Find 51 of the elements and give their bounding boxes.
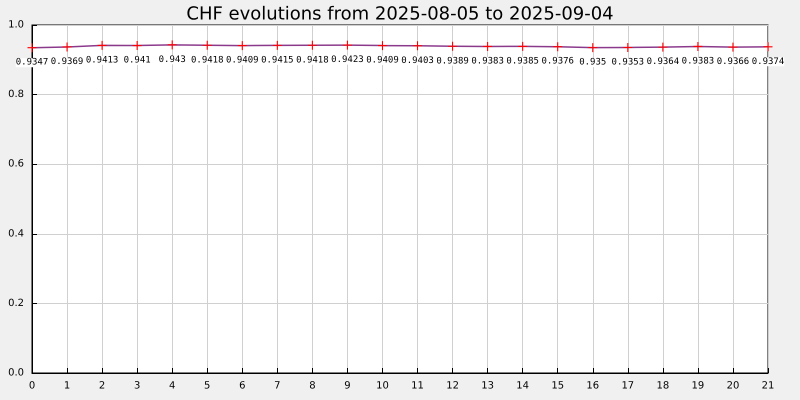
data-label: 0.9418 [190, 55, 224, 66]
data-label: 0.9409 [366, 56, 399, 66]
data-label: 0.9383 [682, 56, 714, 66]
x-tick-label: 3 [134, 380, 140, 392]
x-tick-label: 7 [274, 380, 281, 392]
data-label: 0.9369 [50, 56, 84, 67]
chart-title: CHF evolutions from 2025-08-05 to 2025-09-04 [186, 4, 614, 24]
x-tick-label: 8 [309, 380, 316, 392]
x-tick-label: 1 [64, 380, 70, 392]
x-tick-label: 0 [28, 380, 36, 392]
y-tick-label: 0.0 [8, 368, 24, 378]
x-tick-label: 20 [726, 380, 740, 392]
data-label: 0.935 [579, 58, 606, 68]
x-tick-label: 18 [656, 380, 670, 392]
x-tick-label: 11 [411, 380, 424, 392]
data-label: 0.9364 [646, 57, 680, 68]
x-tick-label: 12 [446, 380, 459, 392]
data-label: 0.941 [124, 56, 151, 66]
data-label: 0.9347 [16, 58, 48, 68]
data-label: 0.9366 [716, 57, 750, 68]
data-label: 0.9409 [226, 56, 259, 66]
x-tick-label: 13 [481, 380, 494, 392]
x-tick-label: 4 [169, 380, 176, 392]
x-tick-label: 10 [376, 380, 389, 392]
x-tick-label: 6 [239, 380, 246, 392]
data-label: 0.9353 [612, 58, 644, 68]
x-tick-label: 14 [516, 380, 530, 392]
data-label: 0.9385 [506, 56, 539, 66]
data-label: 0.9415 [261, 55, 294, 66]
y-tick-label: 1.0 [8, 20, 24, 30]
data-label: 0.9374 [752, 56, 784, 67]
y-tick-label: 0.4 [8, 228, 24, 240]
x-tick-label: 9 [344, 380, 351, 392]
x-tick-label: 17 [621, 380, 634, 392]
data-label: 0.9423 [331, 55, 364, 66]
data-label: 0.9376 [541, 56, 574, 67]
x-tick-label: 21 [762, 380, 774, 392]
data-label: 0.9403 [401, 56, 434, 66]
y-tick-label: 0.6 [8, 158, 24, 170]
x-tick-label: 16 [586, 380, 600, 392]
data-label: 0.9413 [86, 55, 118, 66]
x-tick-label: 15 [551, 380, 564, 392]
y-tick-label: 0.8 [8, 89, 24, 100]
data-label: 0.943 [158, 54, 186, 65]
data-label: 0.9389 [436, 56, 469, 66]
data-label: 0.9383 [471, 56, 504, 66]
x-tick-label: 5 [204, 380, 210, 392]
y-tick-label: 0.2 [8, 298, 24, 309]
x-tick-label: 19 [692, 380, 704, 392]
data-label: 0.9418 [296, 55, 329, 66]
x-tick-label: 2 [98, 380, 106, 392]
